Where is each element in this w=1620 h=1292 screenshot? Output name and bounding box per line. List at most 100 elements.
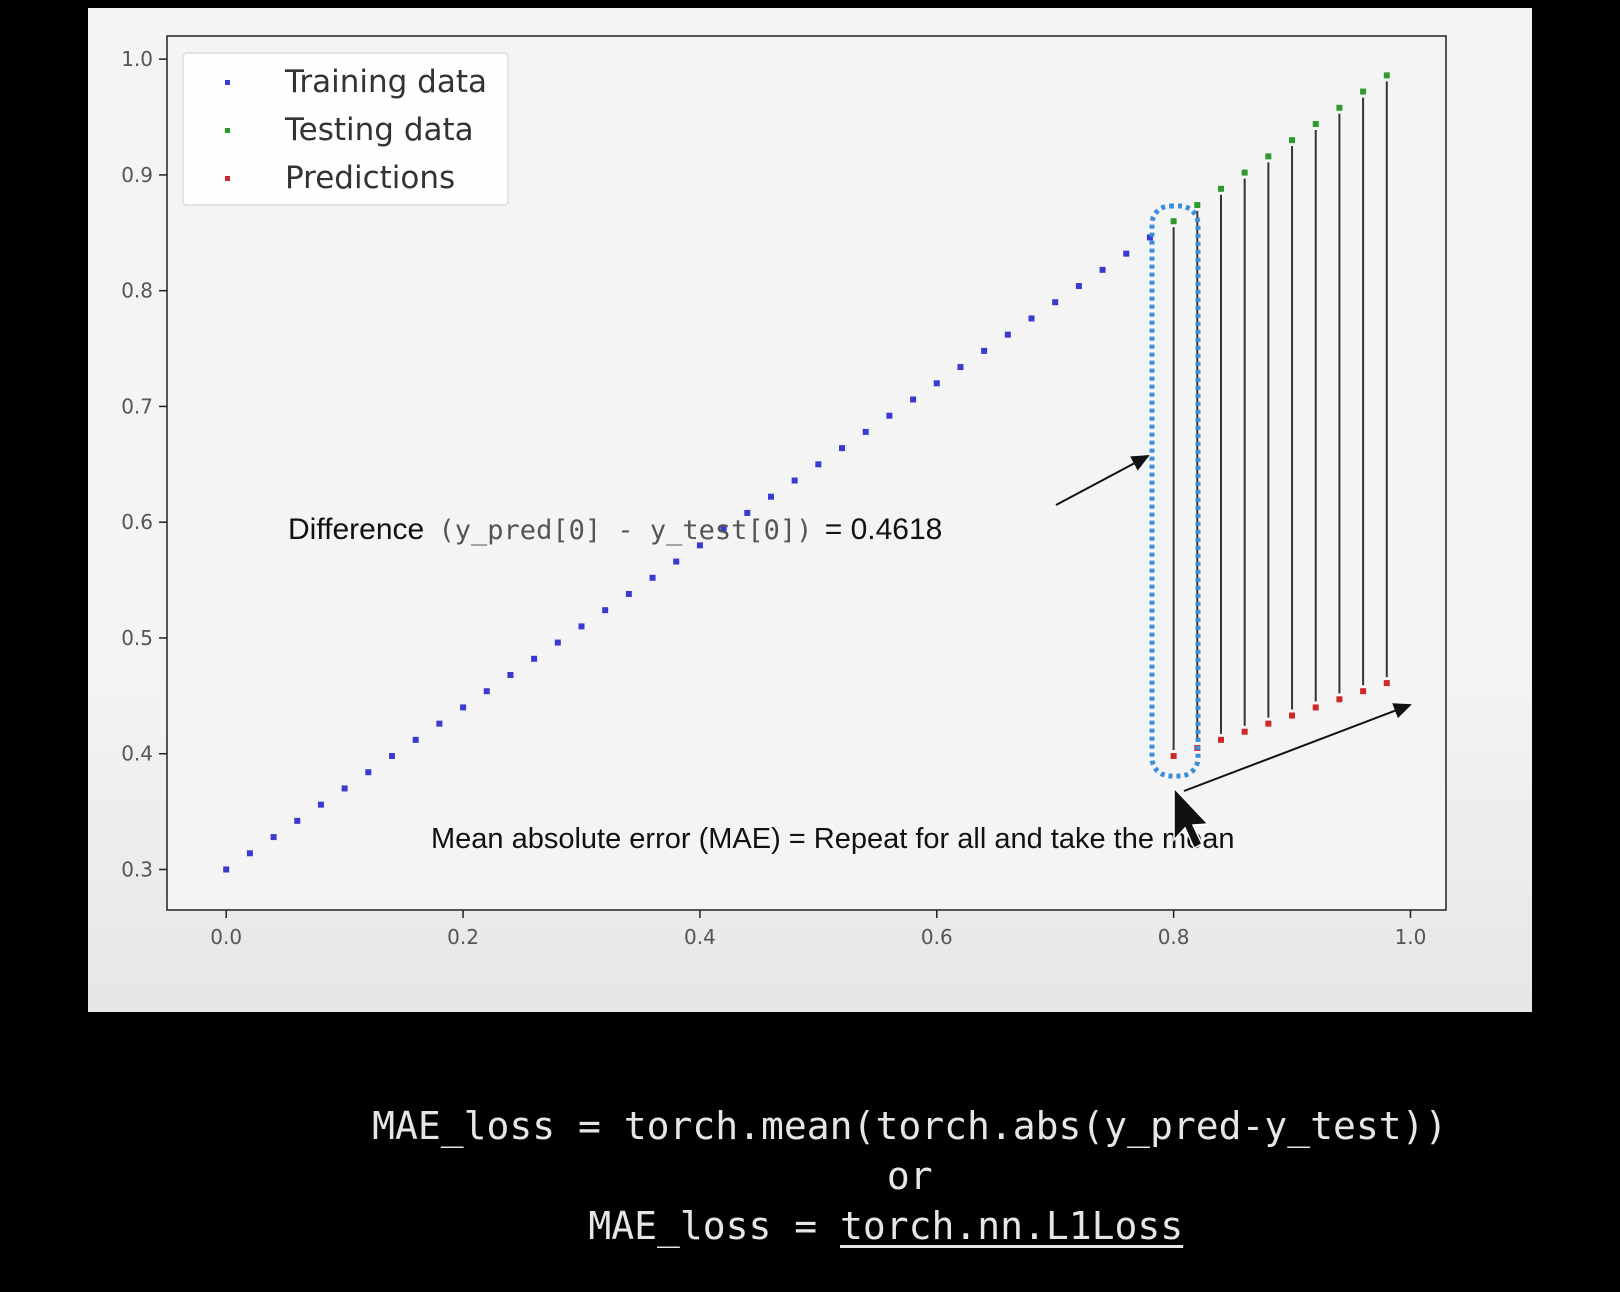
prediction-point — [1217, 736, 1224, 743]
training-point — [839, 445, 846, 452]
prediction-point — [1265, 720, 1272, 727]
training-point — [649, 574, 656, 581]
legend-marker-testing — [225, 128, 230, 133]
x-tick-label: 0.2 — [447, 925, 479, 949]
training-point — [886, 412, 893, 419]
training-point — [957, 364, 964, 371]
prediction-point — [1312, 704, 1319, 711]
y-tick-label: 0.3 — [121, 857, 153, 881]
legend-marker-training — [225, 80, 230, 85]
training-point — [602, 607, 609, 614]
testing-point — [1217, 185, 1224, 192]
x-tick-label: 0.8 — [1158, 925, 1190, 949]
training-point — [862, 428, 869, 435]
testing-point — [1336, 104, 1343, 111]
training-point — [815, 461, 822, 468]
code-mae-l1-prefix: MAE_loss = — [588, 1204, 840, 1248]
training-point — [720, 526, 727, 533]
legend-label-predictions: Predictions — [285, 160, 455, 196]
legend-box — [182, 52, 509, 206]
prediction-point — [1360, 688, 1367, 695]
training-point — [625, 590, 632, 597]
code-or: or — [886, 1154, 933, 1198]
code-line-mae-l1: MAE_loss = torch.nn.L1Loss — [0, 1160, 1620, 1292]
training-point — [483, 688, 490, 695]
plot-panel: 0.0 0.2 0.4 0.6 0.8 1.0 0.3 0.4 0.5 0.6 0.7 0.8 0.9… — [88, 8, 1532, 1012]
mae-scatter-chart: 0.0 0.2 0.4 0.6 0.8 1.0 0.3 0.4 0.5 0.6 0.7 0.8 0.9… — [121, 35, 1447, 949]
x-axis-ticks: 0.0 0.2 0.4 0.6 0.8 1.0 — [210, 910, 1426, 949]
training-point — [412, 736, 419, 743]
y-tick-label: 0.9 — [121, 163, 153, 187]
training-point — [673, 558, 680, 565]
code-line-mae-manual: MAE_loss = torch.mean(torch.abs(y_pred-y… — [0, 1060, 1620, 1192]
training-point — [436, 720, 443, 727]
difference-label: Difference — [288, 513, 424, 546]
training-point — [1052, 299, 1059, 306]
training-point — [365, 769, 372, 776]
testing-point — [1194, 202, 1201, 209]
training-point — [981, 347, 988, 354]
training-point — [767, 493, 774, 500]
mouse-cursor-icon — [1173, 786, 1210, 850]
difference-annotation: Difference (y_pred[0] - y_test[0]) = 0.4… — [288, 513, 942, 546]
x-tick-label: 0.6 — [921, 925, 953, 949]
training-point — [246, 850, 253, 857]
testing-point — [1241, 169, 1248, 176]
testing-point — [1312, 120, 1319, 127]
code-mae-manual: MAE_loss = torch.mean(torch.abs(y_pred-y… — [372, 1104, 1448, 1148]
training-point — [270, 834, 277, 841]
difference-code: (y_pred[0] - y_test[0]) — [439, 515, 813, 546]
mae-arrow — [1183, 703, 1412, 792]
y-tick-label: 0.8 — [121, 279, 153, 303]
prediction-point — [1383, 680, 1390, 687]
first-residual-highlight — [1149, 203, 1201, 779]
y-tick-label: 0.5 — [121, 626, 153, 650]
prediction-point — [1289, 712, 1296, 719]
training-point — [389, 753, 396, 760]
legend-marker-predictions — [225, 176, 230, 181]
series-points — [223, 72, 1390, 873]
prediction-point — [1241, 728, 1248, 735]
difference-arrow — [1055, 455, 1150, 506]
training-point — [1004, 331, 1011, 338]
training-point — [696, 542, 703, 549]
y-tick-label: 0.4 — [121, 742, 153, 766]
legend-label-training: Training data — [284, 64, 487, 100]
testing-point — [1383, 72, 1390, 79]
testing-point — [1360, 88, 1367, 95]
training-point — [791, 477, 798, 484]
training-point — [1099, 266, 1106, 273]
testing-point — [1265, 153, 1272, 160]
mae-annotation: Mean absolute error (MAE) = Repeat for a… — [431, 823, 1235, 855]
l1loss-link[interactable]: torch.nn.L1Loss — [840, 1204, 1184, 1248]
training-point — [933, 380, 940, 387]
training-point — [1146, 234, 1153, 241]
x-tick-label: 1.0 — [1395, 925, 1427, 949]
testing-point — [1170, 218, 1177, 225]
training-point — [317, 801, 324, 808]
training-point — [554, 639, 561, 646]
training-point — [507, 672, 514, 679]
training-point — [531, 655, 538, 662]
y-tick-label: 0.7 — [121, 394, 153, 418]
y-tick-label: 1.0 — [121, 47, 153, 71]
training-point — [910, 396, 917, 403]
code-line-or: or — [0, 1110, 1620, 1242]
x-tick-label: 0.0 — [210, 925, 242, 949]
training-point — [1028, 315, 1035, 322]
training-point — [744, 509, 751, 516]
training-point — [223, 866, 230, 873]
testing-point — [1289, 137, 1296, 144]
y-axis-ticks: 0.3 0.4 0.5 0.6 0.7 0.8 0.9 1.0 — [121, 47, 167, 881]
difference-value: = 0.4618 — [825, 513, 943, 546]
training-point — [1123, 250, 1130, 257]
prediction-point — [1170, 753, 1177, 760]
training-point — [1075, 283, 1082, 290]
training-point — [341, 785, 348, 792]
training-point — [294, 817, 301, 824]
y-tick-label: 0.6 — [121, 510, 153, 534]
prediction-point — [1336, 696, 1343, 703]
training-point — [578, 623, 585, 630]
legend-label-testing: Testing data — [284, 112, 474, 148]
legend: Training data Testing data Predictions — [182, 52, 509, 206]
